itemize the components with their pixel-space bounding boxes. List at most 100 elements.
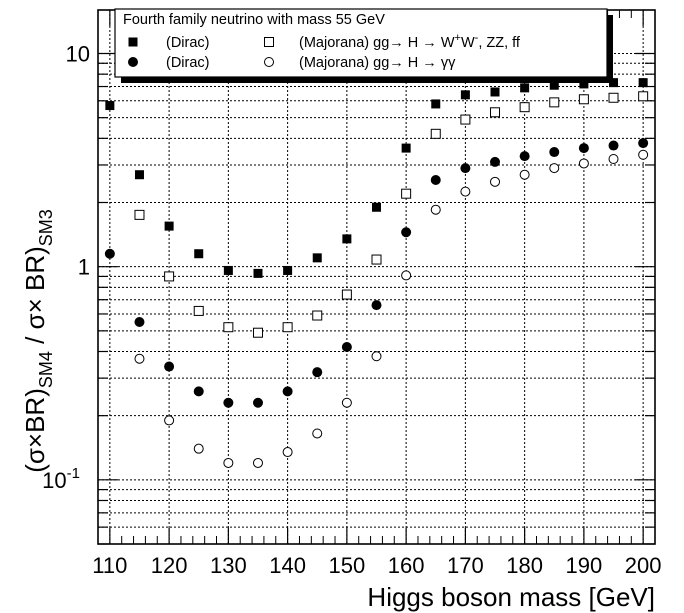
data-point-filled-square <box>609 78 619 88</box>
y-axis-title-sub1: SM4 <box>36 351 56 388</box>
data-point-filled-square <box>253 268 263 278</box>
data-point-open-square <box>134 209 145 220</box>
data-point-filled-square <box>490 87 500 97</box>
data-point-filled-square <box>549 80 559 90</box>
data-point-open-square <box>430 128 441 139</box>
data-point-open-circle <box>252 457 263 468</box>
data-point-open-circle <box>460 186 471 197</box>
data-point-filled-circle <box>193 386 204 397</box>
data-point-open-square <box>401 188 412 199</box>
data-point-filled-circle <box>608 140 619 151</box>
data-point-open-square <box>578 94 589 105</box>
data-point-filled-square <box>194 249 204 259</box>
data-point-filled-square <box>431 99 441 109</box>
data-point-filled-circle <box>371 300 382 311</box>
data-point-open-square <box>608 92 619 103</box>
legend-marker-filled-circle <box>128 57 138 67</box>
legend-label-w: W <box>461 35 475 51</box>
data-point-open-circle <box>282 447 293 458</box>
data-point-open-circle <box>638 149 649 160</box>
data-point-open-square <box>252 327 263 338</box>
legend-header: Fourth family neutrino with mass 55 GeV <box>123 12 385 28</box>
data-points <box>104 78 649 468</box>
data-point-open-square <box>341 289 352 300</box>
legend-label-tail: , ZZ, ff <box>478 35 521 51</box>
data-point-filled-circle <box>282 386 293 397</box>
legend-sup-plus: + <box>455 32 461 44</box>
x-tick-label: 160 <box>388 553 425 578</box>
x-axis-title: Higgs boson mass [GeV] <box>367 582 655 612</box>
data-point-open-square <box>193 305 204 316</box>
data-point-filled-circle <box>638 138 649 149</box>
data-point-open-circle <box>312 428 323 439</box>
data-point-filled-square <box>105 101 115 111</box>
x-tick-labels: 110 120 130 140 150 160 170 180 190 200 <box>92 553 661 578</box>
legend-label-dirac-ww: (Dirac) <box>166 35 210 51</box>
grid <box>98 10 655 545</box>
data-point-filled-square <box>460 90 470 100</box>
y-tick-label-exponent: -1 <box>67 465 80 482</box>
data-point-filled-square <box>223 265 233 275</box>
data-point-filled-square <box>164 221 174 231</box>
data-point-open-circle <box>371 351 382 362</box>
data-point-filled-square <box>342 234 352 244</box>
data-point-open-circle <box>193 443 204 454</box>
legend-label-majorana-gg: (Majorana) gg→ H → γγ <box>299 55 456 71</box>
data-point-filled-circle <box>341 341 352 352</box>
data-point-filled-circle <box>252 397 263 408</box>
y-tick-label: 1 <box>78 255 90 280</box>
data-point-open-square <box>460 114 471 125</box>
data-point-open-circle <box>608 153 619 164</box>
data-point-open-square <box>519 102 530 113</box>
data-point-filled-square <box>520 83 530 93</box>
data-point-filled-circle <box>460 163 471 174</box>
data-point-filled-square <box>312 253 322 263</box>
y-axis-title-sub2: SM3 <box>36 209 56 246</box>
data-point-open-square <box>164 271 175 282</box>
data-point-filled-circle <box>490 156 501 167</box>
data-point-filled-square <box>638 78 648 88</box>
data-point-filled-circle <box>104 248 115 259</box>
data-point-filled-circle <box>578 143 589 154</box>
data-point-open-square <box>490 107 501 118</box>
x-tick-label: 190 <box>566 553 603 578</box>
y-axis-title: (σ×BR)SM4 / σ× BR)SM3 <box>20 209 56 473</box>
x-tick-label: 200 <box>625 553 662 578</box>
x-tick-label: 140 <box>269 553 306 578</box>
legend-marker-open-square <box>264 37 274 47</box>
legend-marker-open-circle <box>264 57 274 67</box>
data-point-open-circle <box>134 353 145 364</box>
data-point-open-circle <box>341 397 352 408</box>
data-point-open-circle <box>549 163 560 174</box>
y-axis-title-part2: / σ× BR) <box>20 246 50 351</box>
data-point-filled-square <box>579 79 589 89</box>
data-point-open-circle <box>164 415 175 426</box>
data-point-filled-square <box>283 265 293 275</box>
data-point-open-circle <box>430 204 441 215</box>
data-point-open-square <box>223 322 234 333</box>
legend-sup-minus: - <box>475 32 479 44</box>
data-point-filled-circle <box>134 317 145 328</box>
data-point-filled-circle <box>519 151 530 162</box>
data-point-filled-square <box>372 202 381 212</box>
y-tick-label: 10 <box>66 42 90 67</box>
data-point-open-circle <box>519 169 530 180</box>
data-point-open-square <box>549 97 560 108</box>
x-tick-label: 150 <box>329 553 366 578</box>
data-point-filled-circle <box>430 175 441 186</box>
x-tick-label: 170 <box>447 553 484 578</box>
data-point-filled-square <box>401 143 411 153</box>
y-axis-title-part1: (σ×BR) <box>20 388 50 473</box>
data-point-open-circle <box>401 270 412 281</box>
legend-marker-filled-square <box>128 37 138 47</box>
data-point-filled-square <box>134 170 144 180</box>
data-point-filled-circle <box>549 147 560 158</box>
data-point-filled-circle <box>312 367 323 378</box>
data-point-open-square <box>638 91 649 102</box>
data-point-filled-circle <box>164 361 175 372</box>
x-tick-label: 120 <box>151 553 188 578</box>
data-point-open-circle <box>223 457 234 468</box>
data-point-open-circle <box>578 158 589 169</box>
